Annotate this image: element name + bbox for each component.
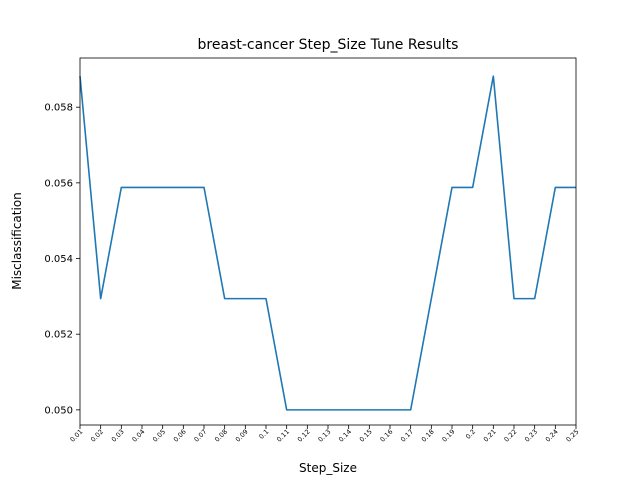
x-tick-label: 0.23 <box>523 428 539 444</box>
plot-area <box>80 58 576 425</box>
x-tick-label: 0.2 <box>464 428 477 441</box>
x-tick-label: 0.07 <box>193 428 209 444</box>
x-axis-label: Step_Size <box>299 461 357 475</box>
x-tick-label: 0.13 <box>317 428 333 444</box>
x-axis: 0.01 0.02 0.03 0.04 0.05 0.06 0.07 0.08 0.09 0.1 0… <box>69 425 581 444</box>
x-tick-label: 0.18 <box>420 428 436 444</box>
x-tick-label: 0.16 <box>379 428 395 444</box>
x-tick-label: 0.25 <box>565 428 581 444</box>
x-tick-label: 0.17 <box>399 428 415 444</box>
x-tick-label: 0.03 <box>110 428 126 444</box>
x-tick-label: 0.24 <box>544 428 560 444</box>
y-tick-label: 0.058 <box>44 103 73 114</box>
chart-title: breast-cancer Step_Size Tune Results <box>198 37 459 53</box>
y-tick-label: 0.052 <box>44 330 73 341</box>
y-tick-label: 0.050 <box>44 405 73 416</box>
x-tick-label: 0.02 <box>89 428 105 444</box>
series-line <box>79 75 576 411</box>
x-tick-label: 0.05 <box>151 428 167 444</box>
x-tick-label: 0.21 <box>482 428 498 444</box>
series-layer <box>79 75 576 411</box>
x-tick-label: 0.22 <box>503 428 519 444</box>
y-tick-label: 0.054 <box>44 254 73 265</box>
y-axis: 0.050 0.052 0.054 0.056 0.058 <box>44 103 80 416</box>
x-tick-label: 0.19 <box>441 428 457 444</box>
x-tick-label: 0.12 <box>296 428 312 444</box>
x-tick-label: 0.01 <box>69 428 85 444</box>
x-tick-label: 0.08 <box>213 428 229 444</box>
x-tick-label: 0.14 <box>337 428 353 444</box>
plot-frame <box>79 57 577 426</box>
x-tick-label: 0.09 <box>234 428 250 444</box>
x-tick-label: 0.04 <box>131 428 147 444</box>
x-tick-label: 0.11 <box>275 428 291 444</box>
y-axis-label: Misclassification <box>10 192 24 290</box>
x-tick-label: 0.06 <box>172 428 188 444</box>
x-tick-label: 0.1 <box>257 428 270 441</box>
y-tick-label: 0.056 <box>44 178 73 189</box>
x-tick-label: 0.15 <box>358 428 374 444</box>
